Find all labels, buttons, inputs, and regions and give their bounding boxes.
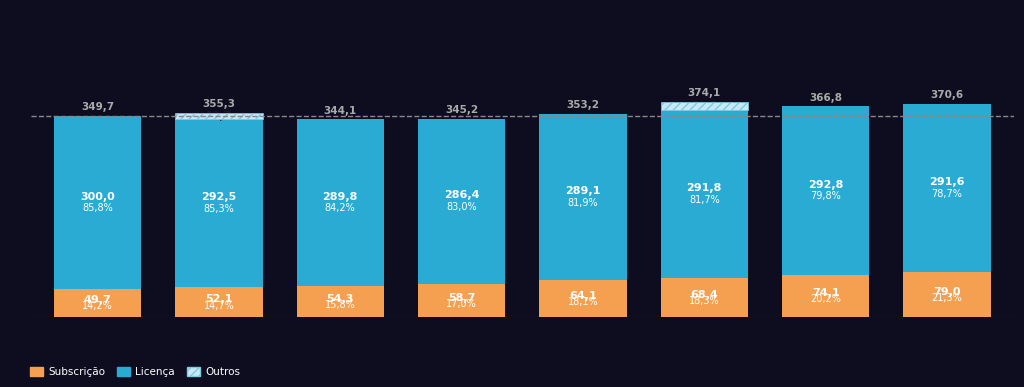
Text: 355,3: 355,3: [203, 99, 236, 109]
Text: 18,1%: 18,1%: [567, 297, 598, 307]
Bar: [782, 275, 869, 317]
Bar: [903, 104, 990, 272]
Text: 78,7%: 78,7%: [932, 188, 963, 199]
Text: 64,1: 64,1: [569, 291, 597, 301]
Text: 370,6: 370,6: [931, 91, 964, 100]
Text: 58,7: 58,7: [447, 293, 475, 303]
Text: 292,8: 292,8: [808, 180, 844, 190]
Text: 74,1: 74,1: [812, 288, 840, 298]
Text: 300,0: 300,0: [80, 192, 115, 202]
Text: 349,7: 349,7: [81, 103, 114, 113]
Text: 15,8%: 15,8%: [325, 300, 355, 310]
Bar: [660, 102, 748, 110]
Text: 292,5: 292,5: [201, 192, 237, 202]
Bar: [903, 272, 990, 317]
Bar: [660, 110, 748, 278]
Bar: [660, 278, 748, 317]
Bar: [297, 119, 384, 286]
Bar: [175, 113, 262, 119]
Text: 85,3%: 85,3%: [204, 204, 234, 214]
Text: 345,2: 345,2: [445, 105, 478, 115]
Text: 18,3%: 18,3%: [689, 296, 720, 306]
Text: 83,0%: 83,0%: [446, 202, 477, 212]
Bar: [54, 116, 141, 289]
Bar: [418, 118, 505, 284]
Text: 81,9%: 81,9%: [567, 198, 598, 208]
Text: 79,8%: 79,8%: [810, 191, 841, 201]
Bar: [175, 287, 262, 317]
Text: 21,3%: 21,3%: [932, 293, 963, 303]
Text: 13,9: 13,9: [691, 101, 717, 111]
Text: 49,7: 49,7: [84, 295, 112, 305]
Text: 81,7%: 81,7%: [689, 195, 720, 205]
Text: 10,7: 10,7: [206, 111, 231, 121]
Text: 289,8: 289,8: [323, 192, 357, 202]
Text: 17,0%: 17,0%: [446, 299, 477, 309]
Text: 291,8: 291,8: [687, 183, 722, 193]
Text: 68,4: 68,4: [690, 290, 718, 300]
Text: 52,1: 52,1: [205, 295, 232, 305]
Bar: [175, 119, 262, 287]
Text: 353,2: 353,2: [566, 101, 599, 110]
Text: 286,4: 286,4: [443, 190, 479, 200]
Text: 20,2%: 20,2%: [810, 295, 841, 305]
Legend: Subscrição, Licença, Outros: Subscrição, Licença, Outros: [26, 363, 244, 382]
Bar: [540, 114, 627, 281]
Text: 14,7%: 14,7%: [204, 301, 234, 311]
Text: 85,8%: 85,8%: [82, 203, 113, 213]
Bar: [782, 106, 869, 275]
Text: 289,1: 289,1: [565, 187, 601, 196]
Text: 54,3: 54,3: [327, 294, 354, 304]
Text: 79,0: 79,0: [933, 287, 961, 297]
Text: 366,8: 366,8: [809, 92, 842, 103]
Text: 344,1: 344,1: [324, 106, 356, 116]
Bar: [297, 286, 384, 317]
Text: 14,2%: 14,2%: [82, 301, 113, 312]
Bar: [54, 289, 141, 317]
Text: 84,2%: 84,2%: [325, 203, 355, 213]
Text: 374,1: 374,1: [688, 88, 721, 98]
Bar: [418, 284, 505, 317]
Text: 291,6: 291,6: [929, 177, 965, 187]
Bar: [540, 281, 627, 317]
